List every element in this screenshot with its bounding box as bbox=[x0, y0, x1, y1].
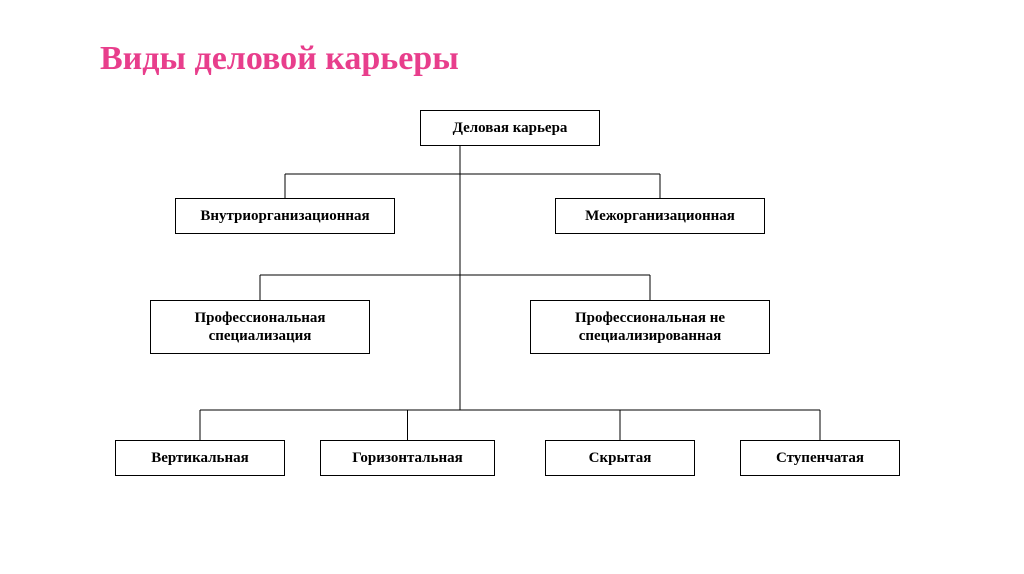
diagram-connectors bbox=[0, 0, 1024, 574]
node-inter: Межорганизационная bbox=[555, 198, 765, 234]
node-root: Деловая карьера bbox=[420, 110, 600, 146]
page-title: Виды деловой карьеры bbox=[100, 40, 459, 78]
node-nospec: Профессиональная не специализированная bbox=[530, 300, 770, 354]
node-hidden: Скрытая bbox=[545, 440, 695, 476]
node-horiz: Горизонтальная bbox=[320, 440, 495, 476]
node-spec: Профессиональная специализация bbox=[150, 300, 370, 354]
node-step: Ступенчатая bbox=[740, 440, 900, 476]
node-intra: Внутриорганизационная bbox=[175, 198, 395, 234]
node-vert: Вертикальная bbox=[115, 440, 285, 476]
